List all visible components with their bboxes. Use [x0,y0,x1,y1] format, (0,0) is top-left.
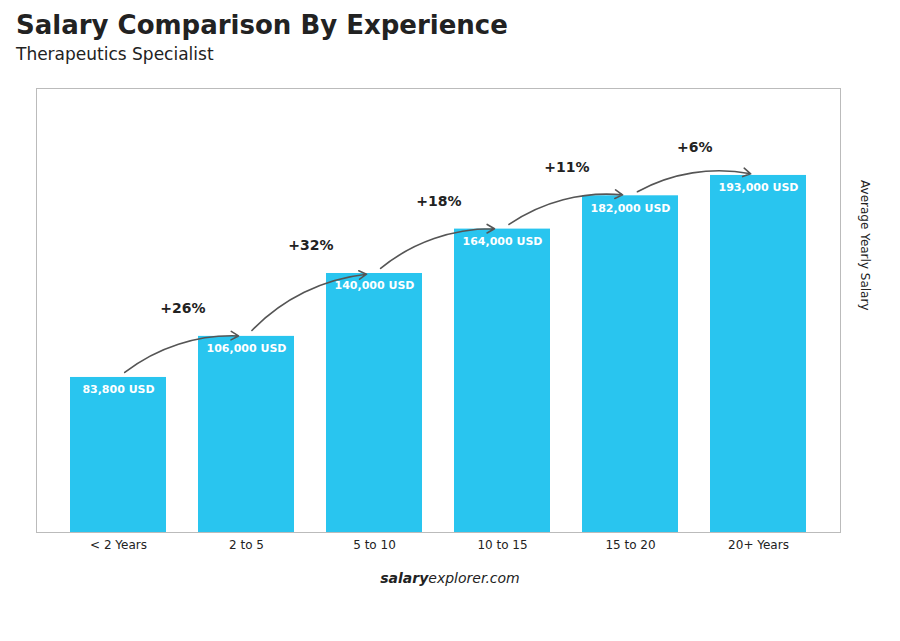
svg-text:+32%: +32% [288,237,333,253]
svg-text:15 to 20: 15 to 20 [605,538,655,552]
html-text:Therapeutics Specialist: Therapeutics Specialist [16,44,214,64]
svg-text:+18%: +18% [416,193,461,209]
svg-text:2 to 5: 2 to 5 [229,538,264,552]
html-text:salary explorer.com: salary explorer.com [380,570,520,586]
svg-text:Average Yearly Salary: Average Yearly Salary [858,180,872,310]
svg-text:140,000 USD: 140,000 USD [335,279,415,292]
svg-text:10 to 15: 10 to 15 [477,538,527,552]
svg-text:106,000 USD: 106,000 USD [207,342,287,355]
html-text:Salary Comparison By Experienc: Salary Comparison By Experience [16,10,508,40]
svg-text:20+ Years: 20+ Years [728,538,789,552]
svg-text:< 2 Years: < 2 Years [90,538,147,552]
svg-text:164,000 USD: 164,000 USD [463,235,543,248]
svg-text:83,800 USD: 83,800 USD [82,383,154,396]
svg-text:193,000 USD: 193,000 USD [719,181,799,194]
svg-text:182,000 USD: 182,000 USD [591,202,671,215]
svg-text:5 to 10: 5 to 10 [353,538,396,552]
svg-text:+6%: +6% [677,139,713,155]
svg-text:+11%: +11% [544,159,589,175]
svg-text:+26%: +26% [160,300,205,316]
